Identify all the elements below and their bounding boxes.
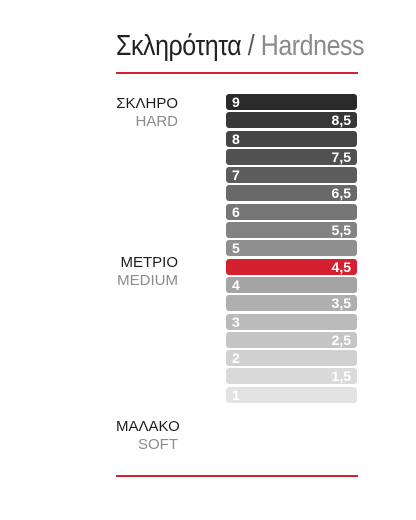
medium-label-greek: ΜΕΤΡΙΟ — [120, 254, 178, 271]
hardness-bar-1-5: 1,5 — [226, 368, 357, 385]
hard-label-greek: ΣΚΛΗΡΟ — [116, 95, 178, 112]
page-title: Σκληρότητα / Hardness — [116, 24, 365, 68]
hardness-bar-8-5: 8,5 — [226, 112, 357, 129]
hardness-bar-2: 2 — [226, 350, 357, 367]
medium-label: ΜΕΤΡΙΟ MEDIUM — [116, 254, 178, 290]
title-english: Hardness — [260, 30, 365, 62]
soft-label-greek: ΜΑΛΑΚΟ — [116, 418, 180, 435]
hardness-bar-7: 7 — [226, 167, 357, 184]
hardness-bar-2-5: 2,5 — [226, 331, 357, 348]
hardness-bar-3-5: 3,5 — [226, 295, 357, 312]
hardness-bar-4: 4 — [226, 276, 357, 293]
top-divider — [116, 72, 358, 74]
hardness-bar-5-5: 5,5 — [226, 222, 357, 239]
title-greek: Σκληρότητα — [116, 30, 242, 62]
hardness-bar-8: 8 — [226, 130, 357, 147]
hardness-bar-6-5: 6,5 — [226, 185, 357, 202]
medium-label-english: MEDIUM — [117, 272, 178, 289]
hardness-bar-3: 3 — [226, 313, 357, 330]
soft-label: ΜΑΛΑΚΟ SOFT — [116, 418, 180, 454]
hardness-bar-7-5: 7,5 — [226, 148, 357, 165]
hardness-bar-6: 6 — [226, 203, 357, 220]
hard-label: ΣΚΛΗΡΟ HARD — [116, 95, 178, 131]
soft-label-english: SOFT — [138, 436, 178, 453]
hard-label-english: HARD — [135, 113, 178, 130]
hardness-scale: 9 8,5 8 7,5 7 6,5 6 5,5 5 4,5 4 3,5 3 2,5 2 1,5 1 — [226, 94, 357, 405]
hardness-bar-1: 1 — [226, 386, 357, 403]
bottom-divider — [116, 475, 358, 477]
title-separator: / — [247, 30, 255, 62]
hardness-bar-9: 9 — [226, 94, 357, 110]
hardness-bar-5: 5 — [226, 240, 357, 257]
hardness-bar-4-5: 4,5 — [226, 258, 357, 275]
